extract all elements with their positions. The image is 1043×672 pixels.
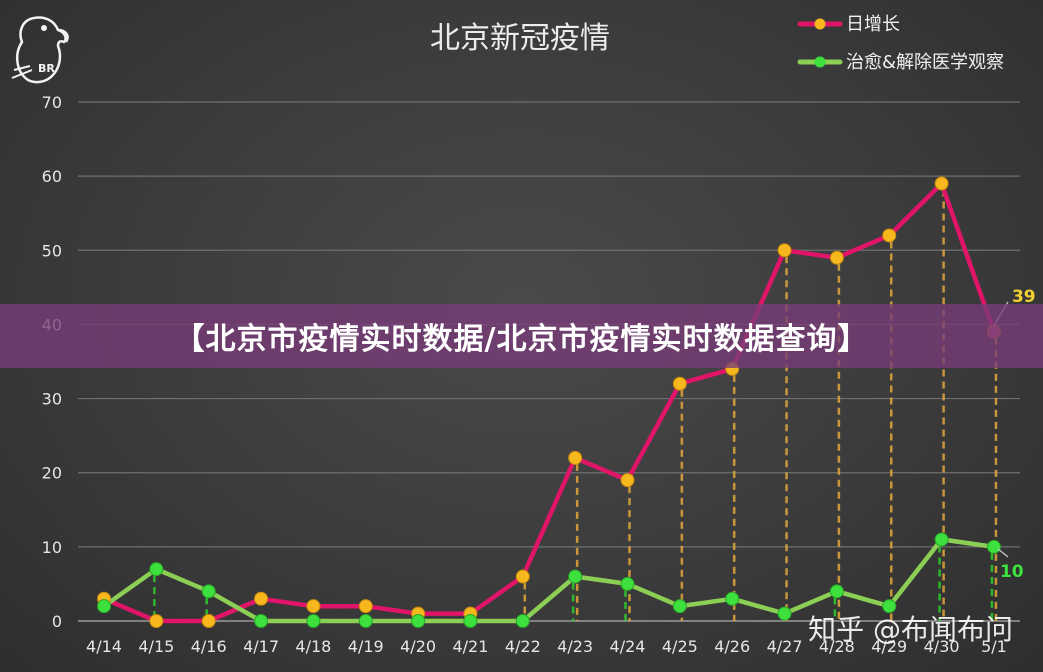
series-line bbox=[101, 181, 997, 624]
parrot-logo-icon: BR bbox=[8, 10, 74, 90]
data-point bbox=[149, 614, 164, 628]
data-point bbox=[934, 532, 949, 547]
data-point bbox=[149, 562, 164, 577]
x-tick-label: 4/18 bbox=[295, 637, 331, 656]
drop-lines bbox=[153, 189, 998, 621]
x-axis-ticks: 4/14 4/15 4/16 4/17 4/18 4/19 4/20 4/21 4/22 4/23… bbox=[86, 637, 1007, 656]
x-tick-label: 5/1 bbox=[981, 637, 1007, 656]
data-point bbox=[201, 614, 216, 628]
data-point bbox=[358, 614, 373, 628]
end-label-daily: 39 bbox=[1012, 287, 1036, 307]
watermark: 知乎 @布闻布问 bbox=[808, 613, 1013, 646]
x-tick-label: 4/14 bbox=[86, 637, 122, 656]
data-point bbox=[201, 584, 216, 599]
x-tick-label: 4/17 bbox=[243, 637, 279, 656]
legend-marker bbox=[814, 56, 826, 68]
data-point bbox=[411, 614, 426, 628]
data-point bbox=[882, 228, 897, 243]
x-tick-label: 4/30 bbox=[924, 637, 960, 656]
x-tick-label: 4/19 bbox=[348, 637, 384, 656]
x-tick-label: 4/25 bbox=[662, 637, 698, 656]
y-tick-label: 70 bbox=[42, 93, 62, 112]
series-line bbox=[101, 537, 997, 624]
data-point bbox=[986, 539, 1001, 554]
y-tick-label: 30 bbox=[42, 390, 62, 409]
end-label-recovered: 10 bbox=[1000, 562, 1024, 582]
data-point bbox=[463, 614, 478, 628]
y-tick-label: 50 bbox=[42, 241, 62, 260]
series-lines bbox=[101, 181, 997, 624]
x-tick-label: 4/29 bbox=[871, 637, 907, 656]
data-point bbox=[725, 591, 740, 606]
x-tick-label: 4/22 bbox=[505, 637, 541, 656]
y-tick-label: 10 bbox=[42, 538, 62, 557]
data-point bbox=[306, 599, 321, 614]
label-leader bbox=[997, 548, 1009, 558]
data-point bbox=[568, 569, 583, 584]
x-tick-label: 4/27 bbox=[767, 637, 803, 656]
x-tick-label: 4/24 bbox=[610, 637, 646, 656]
series-points bbox=[97, 176, 1001, 628]
data-point bbox=[568, 450, 583, 465]
title-banner: 【北京市疫情实时数据/北京市疫情实时数据查询】 bbox=[0, 304, 1043, 368]
data-point bbox=[829, 584, 844, 599]
x-tick-label: 4/23 bbox=[557, 637, 593, 656]
data-point bbox=[672, 599, 687, 614]
data-point bbox=[254, 591, 269, 606]
data-point bbox=[254, 614, 269, 628]
data-point bbox=[515, 569, 530, 584]
data-point bbox=[777, 606, 792, 621]
data-point bbox=[882, 599, 897, 614]
data-point bbox=[97, 599, 111, 614]
legend-label: 日增长 bbox=[846, 14, 900, 35]
data-point bbox=[672, 376, 687, 391]
x-tick-label: 4/21 bbox=[452, 637, 488, 656]
data-point bbox=[358, 599, 373, 614]
y-tick-label: 0 bbox=[52, 612, 62, 631]
x-tick-label: 4/20 bbox=[400, 637, 436, 656]
x-tick-label: 4/26 bbox=[714, 637, 750, 656]
y-tick-label: 60 bbox=[42, 167, 62, 186]
logo-text: BR bbox=[38, 62, 55, 75]
data-point bbox=[620, 576, 635, 591]
x-tick-label: 4/15 bbox=[138, 637, 174, 656]
x-tick-label: 4/28 bbox=[819, 637, 855, 656]
data-point bbox=[620, 473, 635, 488]
legend-marker bbox=[814, 18, 826, 30]
data-point bbox=[934, 176, 949, 191]
legend-label: 治愈&解除医学观察 bbox=[846, 52, 1004, 73]
x-tick-label: 4/16 bbox=[191, 637, 227, 656]
chart-title: 北京新冠疫情 bbox=[430, 21, 610, 56]
data-point bbox=[306, 614, 321, 628]
data-point bbox=[777, 243, 792, 258]
data-point bbox=[829, 250, 844, 265]
data-point bbox=[515, 614, 530, 628]
y-tick-label: 20 bbox=[42, 464, 62, 483]
